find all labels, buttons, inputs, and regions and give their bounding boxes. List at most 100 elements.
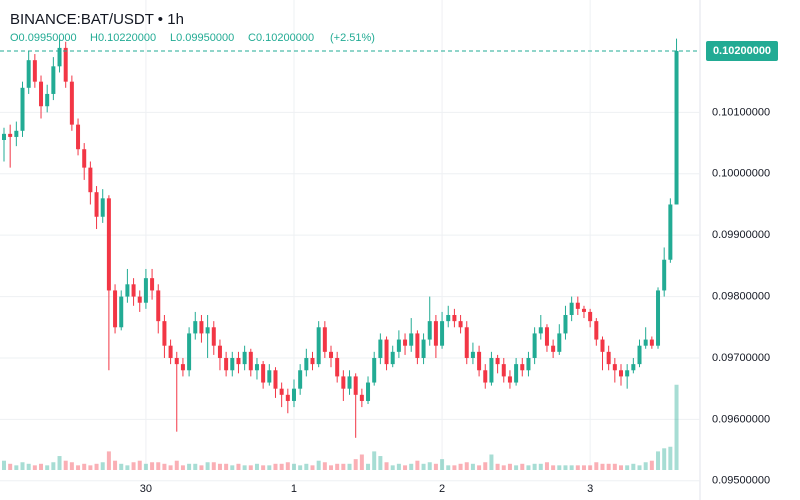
y-tick-label: 0.09700000 xyxy=(712,352,770,364)
candle-body xyxy=(20,87,25,131)
volume-bar xyxy=(248,465,253,470)
y-tick-label: 0.09600000 xyxy=(712,413,770,425)
candle-body xyxy=(557,333,562,352)
candle-body xyxy=(415,333,420,358)
candle-body xyxy=(544,327,549,346)
candle-body xyxy=(507,376,512,383)
candle-body xyxy=(477,351,482,371)
volume-bar xyxy=(261,465,266,470)
candle-body xyxy=(440,321,445,346)
candle-body xyxy=(69,81,74,125)
ohlc-label: O0.09950000 xyxy=(10,32,77,44)
volume-bar xyxy=(125,465,130,470)
volume-bar xyxy=(619,465,623,470)
candle-body xyxy=(51,66,56,94)
candle-body xyxy=(285,394,290,401)
chart-title: BINANCE:BAT/USDT • 1h xyxy=(10,11,184,28)
last-price-label: 0.10200000 xyxy=(713,45,771,57)
volume-bar xyxy=(298,465,303,470)
volume-bar xyxy=(637,465,642,470)
candle-body xyxy=(199,321,204,334)
candle-body xyxy=(452,315,457,322)
candle-body xyxy=(551,345,556,352)
volume-bar xyxy=(594,462,599,470)
volume-bar xyxy=(94,463,99,470)
volume-bar xyxy=(205,462,210,470)
volume-bar xyxy=(174,460,179,470)
volume-bar xyxy=(316,460,321,470)
candle-body xyxy=(267,370,272,383)
candle-body xyxy=(298,370,303,389)
candle-body xyxy=(26,60,31,88)
volume-bar xyxy=(575,465,580,470)
candle-body xyxy=(143,278,148,303)
candle-body xyxy=(82,149,87,168)
volume-bar xyxy=(100,462,105,470)
candle-body xyxy=(230,357,235,371)
volume-bar xyxy=(137,460,142,470)
candle-body xyxy=(279,388,284,395)
candle-body xyxy=(335,357,340,377)
volume-bar xyxy=(514,465,519,470)
volume-bar xyxy=(267,465,272,470)
volume-bar xyxy=(631,463,636,470)
volume-bar xyxy=(366,463,371,470)
candle-body xyxy=(433,321,438,346)
volume-bar xyxy=(39,463,44,470)
volume-bar xyxy=(131,462,136,470)
volume-bar xyxy=(2,460,6,470)
candle-body xyxy=(211,327,216,346)
candle-body xyxy=(180,364,185,371)
volume-bar xyxy=(359,454,364,470)
y-tick-label: 0.10000000 xyxy=(712,168,770,180)
volume-bar xyxy=(242,465,247,470)
volume-bar xyxy=(254,463,259,470)
candle-body xyxy=(372,357,377,383)
candle-body xyxy=(581,308,586,312)
candle-body xyxy=(63,47,68,82)
volume-bar xyxy=(483,462,488,470)
volume-bar xyxy=(57,456,62,470)
candle-body xyxy=(464,327,469,358)
ohlc-label: (+2.51%) xyxy=(330,32,375,44)
volume-bar xyxy=(372,451,377,470)
candle-body xyxy=(520,364,525,371)
volume-bar xyxy=(236,463,241,470)
volume-bar xyxy=(581,465,586,470)
volume-bar xyxy=(427,462,432,470)
candle-body xyxy=(8,133,13,137)
y-tick-label: 0.09500000 xyxy=(712,475,770,487)
candle-body xyxy=(32,60,37,82)
volume-bar xyxy=(600,463,605,470)
volume-bar xyxy=(662,448,667,470)
volume-bar xyxy=(45,465,50,470)
y-tick-label: 0.10100000 xyxy=(712,106,770,118)
candle-body xyxy=(631,364,636,371)
candle-body xyxy=(113,290,118,328)
volume-bar xyxy=(32,465,37,470)
candle-body xyxy=(254,364,259,371)
volume-bar xyxy=(458,463,463,470)
candle-body xyxy=(538,327,543,334)
volume-bar xyxy=(119,463,124,470)
candle-layer xyxy=(2,38,679,438)
candle-body xyxy=(600,339,605,352)
last-price-tag xyxy=(706,40,778,61)
candle-body xyxy=(563,315,568,334)
candle-body xyxy=(569,302,574,315)
label-layer: 0.09500000 0.09600000 0.09700000 0.09800000… xyxy=(0,40,778,495)
volume-bar xyxy=(51,462,56,470)
candle-body xyxy=(57,47,62,67)
candle-body xyxy=(470,351,475,358)
candle-body xyxy=(612,364,617,371)
volume-bar xyxy=(563,465,568,470)
candle-body xyxy=(588,311,593,322)
volume-bar xyxy=(384,462,389,470)
candle-body xyxy=(156,290,161,322)
volume-bar xyxy=(63,460,68,470)
volume-bar xyxy=(446,465,451,470)
candle-body xyxy=(2,133,6,140)
x-tick-label: 30 xyxy=(140,483,152,495)
volume-bar xyxy=(230,465,235,470)
volume-bar xyxy=(156,462,161,470)
